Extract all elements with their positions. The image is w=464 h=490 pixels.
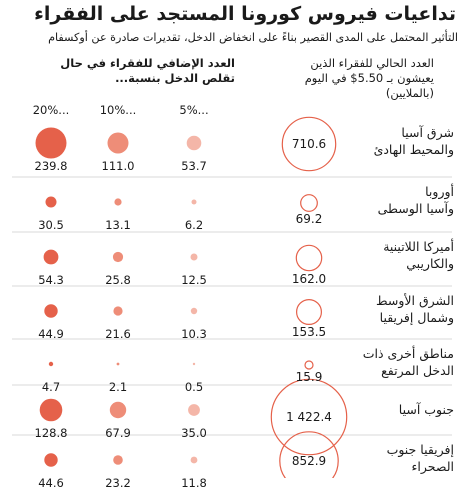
current-header-line-3: (بالملايين) (385, 86, 434, 100)
additional-poor-value-p20: 54.3 (38, 273, 64, 287)
region-label-line: الدخل المرتفع (381, 363, 454, 378)
current-poor-value: 15.9 (295, 369, 323, 384)
additional-poor-value-p20: 4.7 (41, 380, 61, 394)
additional-poor-value-p10: 111.0 (101, 159, 135, 173)
additional-poor-value-p20: 239.8 (34, 159, 68, 173)
percent-label-10: 10%... (99, 103, 137, 117)
additional-poor-value-p10: 25.8 (105, 273, 131, 287)
additional-poor-circle-p10 (107, 132, 129, 154)
additional-poor-value-p20: 44.9 (38, 327, 64, 341)
additional-poor-value-p10: 21.6 (105, 327, 131, 341)
chart-container: تداعيات فيروس كورونا المستجد على الفقراء… (12, 3, 458, 490)
additional-poor-circle-p5 (192, 362, 196, 366)
percent-label-5: 5%... (179, 103, 209, 117)
chart-marks (12, 116, 452, 478)
current-poor-circle (295, 244, 323, 272)
additional-poor-value-p5: 11.8 (181, 476, 207, 490)
current-poor-circle (270, 378, 348, 456)
additional-poor-circle-p10 (116, 362, 120, 366)
additional-poor-value-p10: 2.1 (108, 380, 128, 394)
region-label: الشرق الأوسط وشمال إفريقيا (336, 292, 454, 326)
region-label-line: أوروبا (425, 184, 454, 199)
additional-poor-value-p10: 13.1 (105, 218, 131, 232)
additional-poor-value-p20: 44.6 (38, 476, 64, 490)
additional-poor-value-p5: 12.5 (181, 273, 207, 287)
current-header-line-2: يعيشون بـ 5.50$ في اليوم (304, 71, 434, 85)
current-poor-value: 852.9 (291, 454, 327, 468)
additional-header-line-2: تقلص الدخل بنسبة... (115, 71, 235, 85)
additional-poor-circle-p5 (188, 404, 200, 416)
percent-label-20: 20%... (32, 103, 70, 117)
current-poor-value: 710.6 (291, 137, 327, 151)
additional-poor-circle-p20 (44, 304, 58, 318)
additional-poor-circle-p5 (190, 253, 198, 261)
additional-poor-circle-p10 (113, 306, 123, 316)
chart-subtitle: التأثير المحتمل على المدى القصير بناءً ع… (48, 31, 458, 44)
additional-poor-circle-p20 (45, 196, 57, 208)
additional-poor-circle-p20 (35, 127, 67, 159)
additional-poor-value-p10: 67.9 (105, 426, 131, 440)
current-poor-circle (279, 431, 339, 478)
region-label-line: والكاريبي (406, 256, 454, 271)
additional-poor-circle-p10 (112, 251, 124, 263)
additional-poor-circle-p5 (190, 456, 198, 464)
region-label-line: وشمال إفريقيا (379, 310, 454, 325)
region-label: أميركا اللاتينية والكاريبي (336, 238, 454, 272)
region-label: مناطق أخرى ذات الدخل المرتفع (336, 345, 454, 379)
region-label-line: شرق آسيا (401, 125, 454, 140)
region-label-line: أميركا اللاتينية (383, 239, 454, 254)
region-label-line: مناطق أخرى ذات (362, 346, 454, 361)
current-poor-circle (281, 116, 337, 172)
current-poor-circle (304, 360, 314, 370)
additional-poor-value-p5: 10.3 (181, 327, 207, 341)
region-label: شرق آسيا والمحيط الهادئ (336, 124, 454, 158)
region-label-line: والمحيط الهادئ (373, 142, 454, 157)
region-label: جنوب آسيا (336, 401, 454, 418)
current-poor-value: 153.5 (291, 325, 327, 340)
region-label-line: الشرق الأوسط (376, 293, 454, 308)
additional-header-line-1: العدد الإضافي للفقراء في حال (60, 56, 235, 70)
additional-poor-value-p20: 128.8 (34, 426, 68, 440)
additional-poor-value-p10: 23.2 (105, 476, 131, 490)
additional-poor-value-p5: 53.7 (181, 159, 207, 173)
additional-poor-circle-p20 (39, 398, 63, 422)
additional-poor-value-p5: 0.5 (184, 380, 204, 394)
current-poor-value: 162.0 (291, 271, 327, 286)
current-poor-value: 1 422.4 (286, 410, 332, 424)
current-poor-value: 69.2 (295, 212, 323, 227)
current-poor-circle (300, 194, 318, 212)
additional-poor-circle-p10 (114, 198, 122, 206)
additional-poor-circle-p5 (186, 135, 202, 151)
additional-poor-circle-p5 (190, 307, 198, 315)
region-label: إفريقيا جنوب الصحراء (336, 441, 454, 475)
region-label-line: وآسيا الوسطى (377, 201, 454, 216)
additional-poor-circle-p10 (109, 401, 127, 419)
region-label-line: الصحراء (411, 459, 454, 474)
region-label-line: إفريقيا جنوب (386, 442, 454, 457)
additional-poor-circle-p20 (48, 361, 54, 367)
region-label: أوروبا وآسيا الوسطى (336, 183, 454, 217)
current-poor-circle (296, 299, 323, 326)
current-poor-header: العدد الحالي للفقراء الذين يعيشون بـ 5.5… (238, 56, 434, 101)
additional-poor-circle-p5 (191, 199, 197, 205)
additional-poor-circle-p20 (44, 453, 58, 467)
chart-title: تداعيات فيروس كورونا المستجد على الفقراء (34, 3, 456, 25)
current-header-line-1: العدد الحالي للفقراء الذين (310, 56, 434, 70)
additional-poor-value-p5: 6.2 (184, 218, 204, 232)
additional-poor-header: العدد الإضافي للفقراء في حال تقلص الدخل … (45, 56, 235, 86)
additional-poor-value-p20: 30.5 (38, 218, 64, 232)
additional-poor-value-p5: 35.0 (181, 426, 207, 440)
region-label-line: جنوب آسيا (398, 402, 454, 417)
additional-poor-circle-p20 (43, 249, 59, 265)
additional-poor-circle-p10 (113, 455, 123, 465)
